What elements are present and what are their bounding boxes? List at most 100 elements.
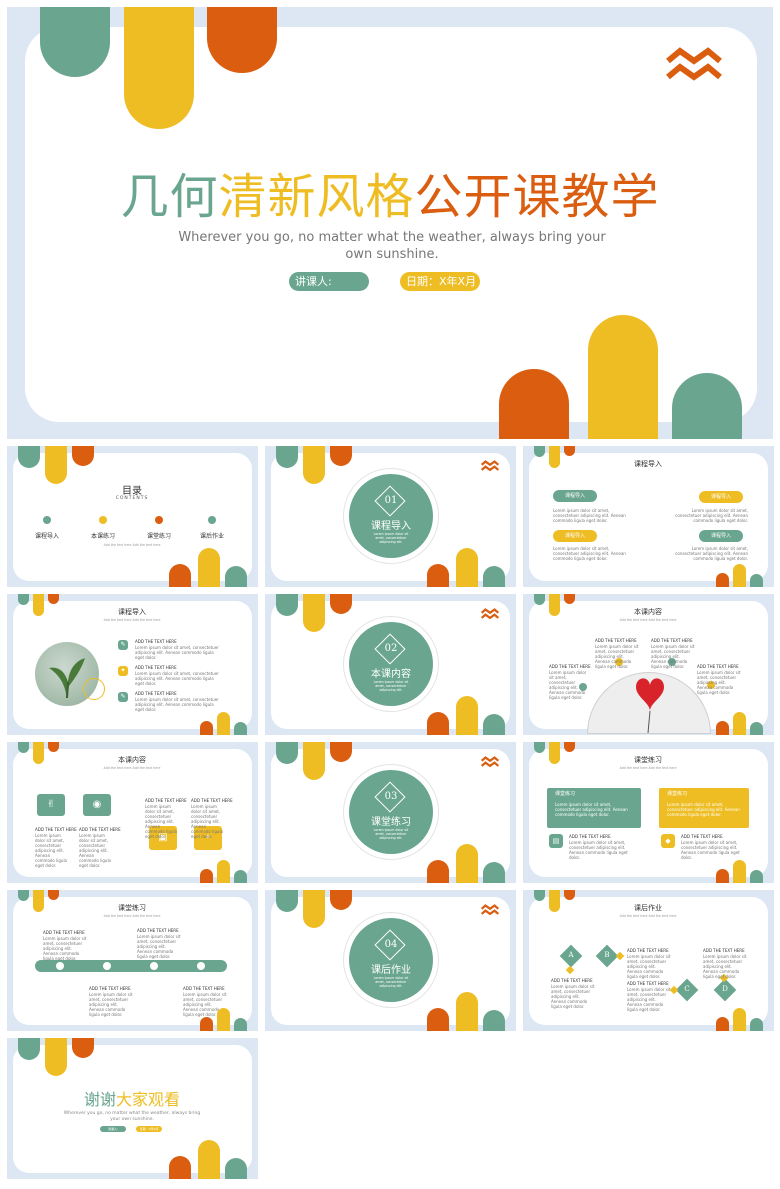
green-pill-shape — [18, 890, 29, 901]
body-text: Lorem ipsum dolor sit amet, consectetuer… — [703, 954, 747, 979]
orange-arch-shape — [716, 1017, 729, 1031]
thumb-homework[interactable]: 课后作业 Add the text here Add the text here… — [523, 890, 774, 1031]
camera-icon: ◉ — [83, 794, 111, 816]
thumb-section-03[interactable]: 03 课堂练习 Lorem ipsum dolor sit amet, cons… — [265, 742, 516, 883]
yellow-arch-shape — [198, 548, 220, 587]
orange-pill-shape — [48, 742, 59, 752]
slide-subtitle: Add the text here Add the text here — [103, 766, 161, 770]
thanks-title: 谢谢大家观看 — [47, 1086, 217, 1110]
yellow-pill-shape — [124, 7, 194, 129]
thumb-content-arc[interactable]: 本课内容 Add the text here Add the text here… — [523, 594, 774, 735]
green-arch-shape — [750, 574, 763, 587]
section-title: 课堂练习 — [371, 817, 411, 828]
cover-slide[interactable]: 几何清新风格公开课教学 Wherever you go, no matter w… — [7, 7, 773, 439]
orange-arch-shape — [427, 860, 449, 883]
toc-dot-2 — [99, 516, 107, 524]
yellow-pill-shape — [549, 890, 560, 912]
thumb-toc[interactable]: 目录 CONTENTS 课程导入 本课练习 课堂练习 课后作业 Add the … — [7, 446, 258, 587]
thumb-practice-boxes[interactable]: 课堂练习 Add the text here Add the text here… — [523, 742, 774, 883]
body-text: Lorem ipsum dolor sit amet, consectetuer… — [135, 671, 219, 686]
practice-box-yellow — [659, 788, 749, 828]
item-heading: ADD THE TEXT HERE — [551, 978, 593, 983]
timeline-node — [150, 962, 158, 970]
cover-title-part2: 清新风格 — [218, 169, 415, 225]
green-arch-shape — [483, 1010, 505, 1031]
orange-arch-shape — [427, 1008, 449, 1031]
orange-arch-shape — [499, 369, 569, 439]
section-disc — [349, 770, 433, 854]
orange-pill-shape — [564, 446, 575, 456]
green-pill-shape — [276, 742, 298, 764]
timeline-node — [197, 962, 205, 970]
body-text: Lorem ipsum dolor sit amet, consectetuer… — [549, 670, 587, 700]
box-text: Lorem ipsum dolor sit amet, consectetuer… — [667, 802, 740, 817]
orange-pill-shape — [330, 446, 352, 466]
toc-title: 目录 — [122, 486, 142, 497]
body-text: Lorem ipsum dolor sit amet, consectetuer… — [675, 546, 748, 561]
toc-item-1[interactable]: 课程导入 — [34, 533, 59, 540]
thumb-section-02[interactable]: 02 本课内容 Lorem ipsum dolor sit amet, cons… — [265, 594, 516, 735]
pencil-icon: ✎ — [118, 640, 128, 650]
green-pill-shape — [276, 890, 298, 912]
toc-item-3[interactable]: 课堂练习 — [146, 533, 171, 540]
yellow-arch-shape — [456, 548, 478, 587]
thumb-content-icons[interactable]: 本课内容 Add the text here Add the text here… — [7, 742, 258, 883]
section-title: 课程导入 — [371, 521, 411, 532]
item-heading: ADD THE TEXT HERE — [135, 665, 177, 670]
green-arch-shape — [750, 870, 763, 883]
orange-pill-shape — [564, 890, 575, 900]
tag-icon: ◆ — [661, 834, 675, 848]
cover-title-part1: 几何 — [120, 169, 219, 225]
toc-item-4[interactable]: 课后作业 — [199, 533, 224, 540]
hand-icon: ✌ — [37, 794, 65, 816]
body-text: Lorem ipsum dolor sit amet, consectetuer… — [595, 644, 639, 669]
yellow-arch-shape — [198, 1140, 220, 1179]
section-title: 本课内容 — [371, 669, 411, 680]
yellow-pill-shape — [303, 446, 325, 484]
tag-lesson: 课程导入 — [699, 530, 743, 542]
timeline-bar — [35, 960, 227, 972]
green-arch-shape — [225, 566, 247, 587]
zigzag-icon — [481, 756, 499, 768]
slide-title: 本课内容 — [634, 608, 662, 616]
section-disc — [349, 622, 433, 706]
slide-title: 课后作业 — [634, 904, 662, 912]
item-heading: ADD THE TEXT HERE — [89, 986, 131, 991]
thumb-section-01[interactable]: 01 课程导入 Lorem ipsum dolor sit amet, cons… — [265, 446, 516, 587]
yellow-pill-shape — [33, 594, 44, 616]
thumb-lesson-intro[interactable]: 课程导入 课程导入 课程导入 课程导入 课程导入 Lorem ipsum dol… — [523, 446, 774, 587]
lecturer-badge: 讲课人: — [289, 272, 369, 291]
section-number: 01 — [384, 495, 398, 506]
orange-pill-shape — [48, 594, 59, 604]
body-text: Lorem ipsum dolor sit amet, consectetuer… — [681, 840, 740, 860]
orange-arch-shape — [200, 869, 213, 883]
item-heading: ADD THE TEXT HERE — [703, 948, 745, 953]
yellow-pill-shape — [45, 446, 67, 484]
green-arch-shape — [672, 373, 742, 439]
thumb-practice-timeline[interactable]: 课堂练习 Add the text here Add the text here… — [7, 890, 258, 1031]
heart-icon — [636, 678, 664, 733]
zigzag-icon — [481, 608, 499, 620]
arc-dot — [707, 681, 715, 689]
body-text: Lorem ipsum dolor sit amet, consectetuer… — [569, 840, 628, 860]
yellow-pill-shape — [33, 890, 44, 912]
body-text: Lorem ipsum dolor sit amet, consectetuer… — [135, 697, 219, 712]
thumb-section-04[interactable]: 04 课后作业 Lorem ipsum dolor sit amet, cons… — [265, 890, 516, 1031]
body-text: Lorem ipsum dolor sit amet, consectetuer… — [627, 954, 671, 979]
item-heading: ADD THE TEXT HERE — [183, 986, 225, 991]
green-pill-shape — [18, 446, 40, 468]
body-text: Lorem ipsum dolor sit amet, consectetuer… — [627, 987, 671, 1012]
orange-pill-shape — [48, 890, 59, 900]
yellow-arch-shape — [588, 315, 658, 439]
yellow-pill-shape — [549, 742, 560, 764]
thumb-lesson-intro-2[interactable]: 课程导入 Add the text here Add the text here… — [7, 594, 258, 735]
thumb-thanks[interactable]: 谢谢大家观看 Wherever you go, no matter what t… — [7, 1038, 258, 1179]
body-text: Lorem ipsum dolor sit amet, consectetuer… — [553, 546, 626, 561]
tag-lesson: 课程导入 — [699, 491, 743, 503]
practice-box-green — [547, 788, 641, 828]
item-heading: ADD THE TEXT HERE — [145, 798, 187, 803]
section-title: 课后作业 — [371, 965, 411, 976]
toc-item-2[interactable]: 本课练习 — [90, 533, 115, 540]
orange-pill-shape — [330, 890, 352, 910]
cover-subtitle: Wherever you go, no matter what the weat… — [178, 230, 606, 262]
